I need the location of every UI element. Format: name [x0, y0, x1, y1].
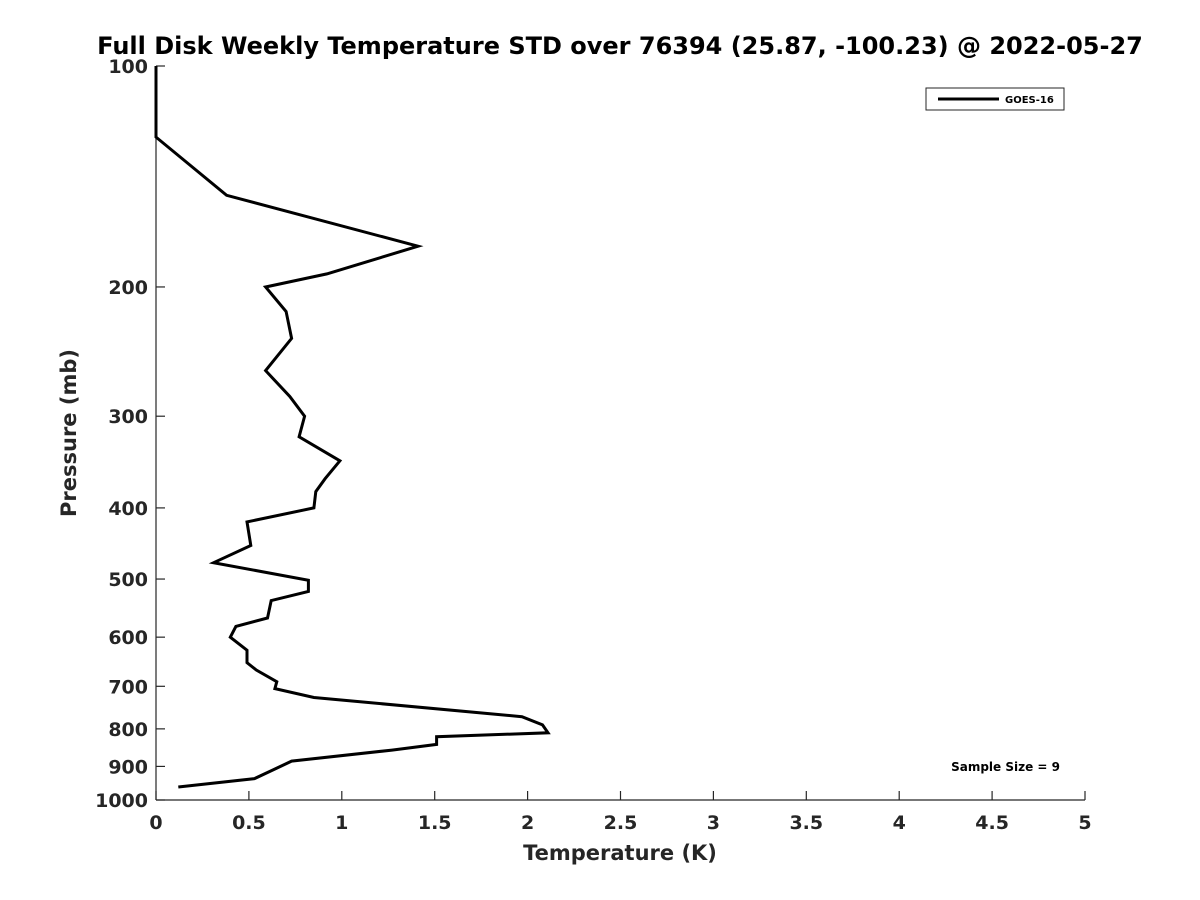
x-tick-label: 2	[521, 812, 534, 834]
x-tick-label: 4.5	[975, 812, 1009, 834]
y-tick-label: 400	[108, 498, 148, 520]
x-ticks: 0 0.5 1 1.5 2 2.5 3 3.5 4 4.5 5	[149, 791, 1092, 834]
y-tick-label: 600	[108, 627, 148, 649]
y-tick-label: 200	[108, 277, 148, 299]
x-tick-label: 3	[707, 812, 720, 834]
chart-title: Full Disk Weekly Temperature STD over 76…	[97, 32, 1143, 60]
x-tick-label: 2.5	[604, 812, 638, 834]
series-layer	[154, 66, 551, 789]
x-tick-label: 3.5	[789, 812, 823, 834]
x-axis-label: Temperature (K)	[523, 841, 717, 865]
series-line-goes-16	[154, 66, 551, 789]
y-tick-label: 800	[108, 719, 148, 741]
sample-size-annotation: Sample Size = 9	[951, 760, 1060, 774]
legend: GOES-16	[925, 87, 1065, 111]
y-ticks: 100 200 300 400 500 600 700 800 900 1000	[95, 56, 165, 812]
x-tick-label: 5	[1078, 812, 1091, 834]
x-tick-label: 0.5	[232, 812, 266, 834]
y-tick-label: 700	[108, 676, 148, 698]
legend-label-goes-16: GOES-16	[1005, 95, 1054, 106]
y-tick-label: 900	[108, 756, 148, 778]
y-tick-label: 1000	[95, 790, 148, 812]
x-tick-label: 1.5	[418, 812, 452, 834]
x-tick-label: 4	[893, 812, 906, 834]
x-tick-label: 1	[335, 812, 348, 834]
y-axis-label: Pressure (mb)	[57, 349, 81, 517]
y-tick-label: 300	[108, 406, 148, 428]
y-tick-label: 100	[108, 56, 148, 78]
y-tick-label: 500	[108, 569, 148, 591]
x-tick-label: 0	[149, 812, 162, 834]
